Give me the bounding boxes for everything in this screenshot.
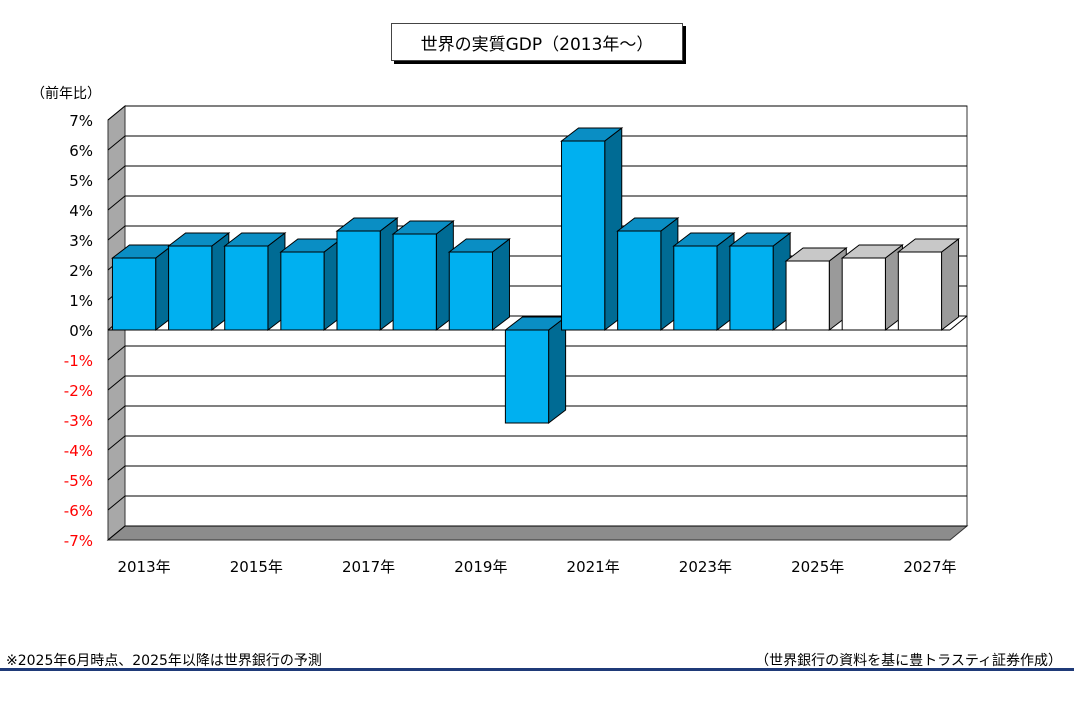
bar-2017年 [335, 216, 399, 332]
bar-2020年 [503, 315, 568, 425]
source-note: （世界銀行の資料を基に豊トラスティ証券作成） [755, 653, 1062, 669]
gridline-side [107, 435, 126, 451]
bar-front [336, 230, 381, 331]
bar-front [841, 257, 886, 331]
gridline-side [107, 495, 126, 511]
bar-front [280, 251, 325, 331]
bar-front [729, 245, 774, 331]
y-tick-label: -1% [64, 352, 93, 370]
bar-2015年 [223, 231, 287, 332]
bar-front [673, 245, 718, 331]
x-tick-label: 2023年 [679, 558, 732, 576]
bar-front [392, 233, 437, 331]
bar-front [897, 251, 943, 331]
chart-floor [106, 525, 969, 541]
gridline-side [107, 465, 126, 481]
gridline-side [107, 135, 126, 151]
y-tick-label: -4% [64, 442, 93, 460]
y-tick-label: 0% [69, 322, 93, 340]
y-tick-label: 4% [69, 202, 93, 220]
x-tick-label: 2027年 [903, 558, 956, 576]
bottom-rule [0, 668, 1074, 671]
y-tick-label: 3% [69, 232, 93, 250]
y-tick-label: 6% [69, 142, 93, 160]
y-tick-label: -2% [64, 382, 93, 400]
gridline-side [107, 105, 126, 121]
bar-2016年 [279, 237, 343, 332]
chart-title: 世界の実質GDP（2013年～） [391, 23, 683, 61]
bar-2014年 [167, 231, 231, 332]
bar-2018年 [391, 219, 455, 332]
bar-front [224, 245, 269, 331]
bar-front [504, 329, 550, 424]
chart-title-text: 世界の実質GDP（2013年～） [420, 34, 654, 55]
y-tick-label: 7% [69, 112, 93, 130]
bar-2023年 [672, 231, 736, 332]
bar-front [168, 245, 213, 331]
x-tick-label: 2013年 [117, 558, 170, 576]
bar-side [491, 237, 510, 332]
bar-front [785, 260, 830, 331]
zero-line-edge [949, 315, 968, 331]
y-tick-label: -6% [64, 502, 93, 520]
gridline-side [107, 525, 126, 541]
gridline-side [107, 345, 126, 361]
y-tick-label: -7% [64, 532, 93, 550]
bar-2025年 [784, 246, 848, 332]
x-tick-label: 2017年 [342, 558, 395, 576]
y-tick-label: 1% [69, 292, 93, 310]
bar-2022年 [616, 216, 680, 332]
x-tick-label: 2015年 [230, 558, 283, 576]
y-tick-label: -3% [64, 412, 93, 430]
y-tick-label: 2% [69, 262, 93, 280]
gridline-side [107, 165, 126, 181]
bar-front [617, 230, 662, 331]
bar-2013年 [110, 243, 175, 332]
y-tick-label: 5% [69, 172, 93, 190]
x-tick-label: 2025年 [791, 558, 844, 576]
footnote: ※2025年6月時点、2025年以降は世界銀行の予測 [6, 653, 322, 669]
gridline-side [107, 375, 126, 391]
bar-2026年 [840, 243, 904, 332]
bar-side [548, 315, 567, 425]
gridline-side [107, 195, 126, 211]
bar-front [561, 140, 606, 331]
y-tick-label: -5% [64, 472, 93, 490]
bar-2024年 [728, 231, 792, 332]
bar-chart: 7% 6% 5% 4% 3% 2% 1% 0% -1% -2% -3% -4% -5% -6% -7% （前年… [31, 85, 969, 576]
x-tick-label: 2019年 [454, 558, 507, 576]
bar-front [111, 257, 157, 331]
y-axis-label: （前年比） [31, 85, 101, 102]
gridline-side [107, 225, 126, 241]
bar-2027年 [896, 237, 961, 332]
bar-side [941, 237, 960, 332]
x-tick-label: 2021年 [567, 558, 620, 576]
gridline-side [107, 405, 126, 421]
bar-2021年 [560, 126, 624, 332]
bar-front [448, 251, 493, 331]
bar-2019年 [447, 237, 511, 332]
